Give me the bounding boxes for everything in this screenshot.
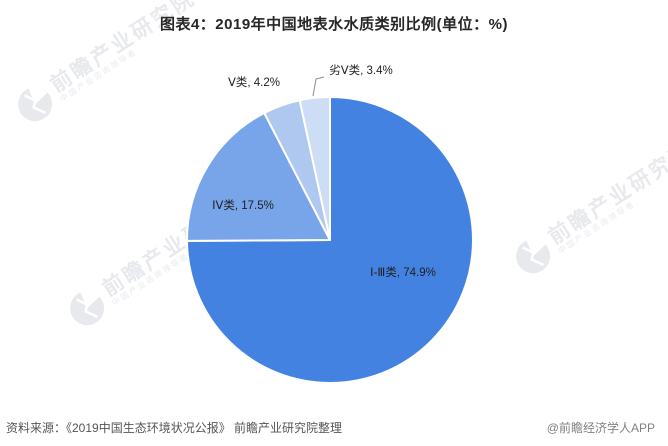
chart-title: 图表4：2019年中国地表水水质类别比例(单位：%) [159,16,509,33]
slice-label-worse-than5: 劣Ⅴ类, 3.4% [329,63,392,77]
pie-slices [185,96,474,384]
slice-label-class5: Ⅴ类, 4.2% [228,75,280,89]
pie-slice-4 [298,96,331,241]
slice-label-class4: ⅠⅤ类, 17.5% [212,198,274,212]
pie-slice-2 [185,112,331,242]
slice-label-class1-3: Ⅰ-Ⅲ类, 74.9% [370,265,436,279]
source-note: 资料来源：《2019中国生态环境状况公报》 前瞻产业研究院整理 [6,421,343,435]
label-leader-line [312,76,325,97]
credit-note: @前瞻经济学人APP [546,421,655,435]
pie-slice-1 [186,96,474,384]
